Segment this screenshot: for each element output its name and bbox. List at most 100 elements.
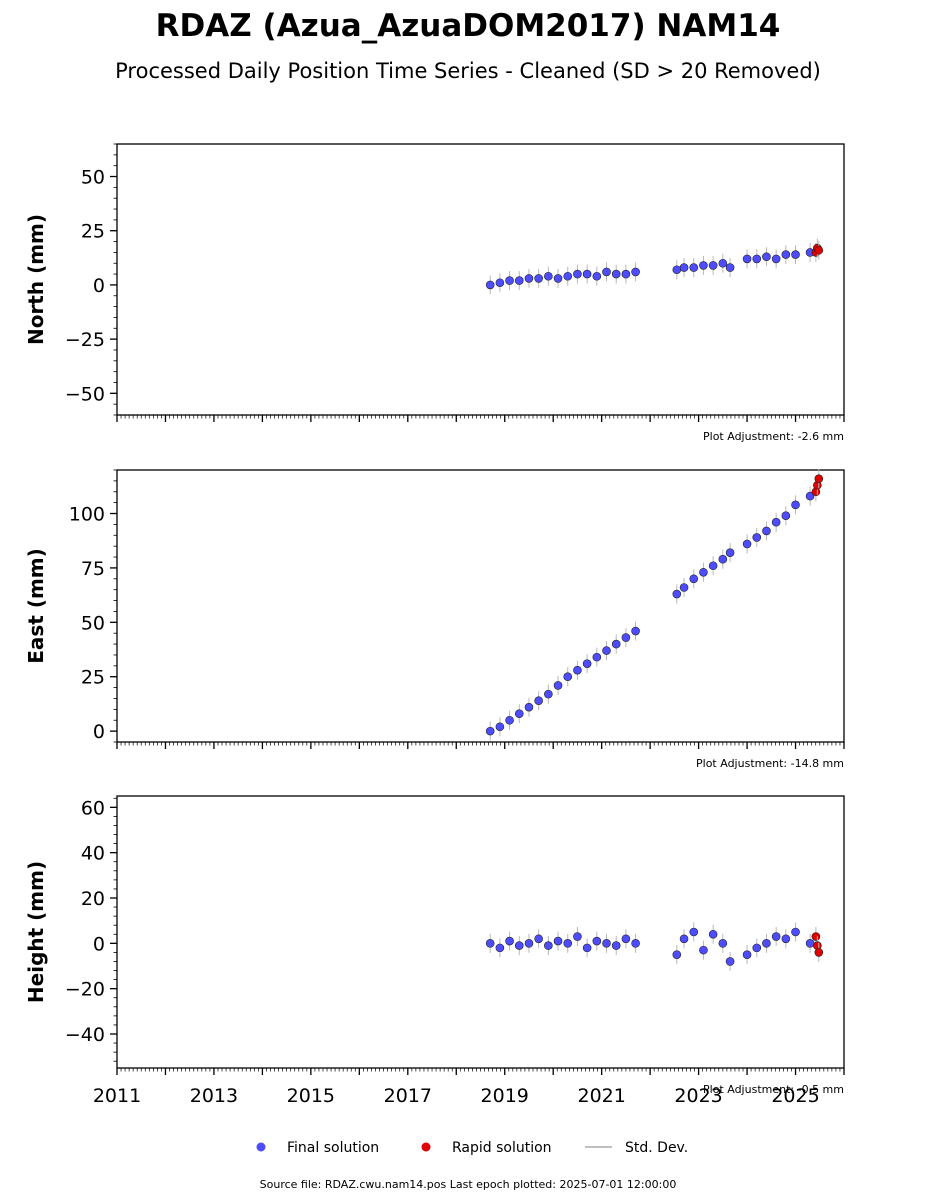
east-final-point [514, 709, 524, 719]
height-final-point [621, 934, 631, 944]
north-final-point [573, 269, 582, 279]
height-xtick-label: 2023 [674, 1085, 722, 1107]
east-ytick-label: 50 [81, 612, 105, 634]
north-final-point [534, 274, 543, 283]
east-final-point [544, 689, 553, 699]
north-final-point [708, 261, 718, 270]
north-final-point [563, 271, 573, 281]
height-final-point [742, 950, 752, 959]
height-rapid-point [811, 932, 821, 941]
height-ytick-label: 20 [81, 888, 105, 910]
east-final-point [602, 646, 611, 655]
east-final-point [771, 517, 781, 527]
height-final-point [602, 939, 611, 948]
east-final-point [495, 722, 505, 732]
height-final-point [718, 939, 728, 948]
east-final-point [621, 633, 631, 642]
height-final-point [679, 934, 689, 944]
height-plot-frame [116, 795, 845, 1069]
legend-final-marker [256, 1142, 266, 1152]
east-final-point [718, 554, 728, 564]
north-final-point [679, 263, 689, 272]
north-final-point [602, 267, 611, 277]
height-xtick-label: 2017 [384, 1085, 432, 1107]
height-ytick-label: 40 [81, 843, 105, 865]
east-final-point [699, 567, 708, 577]
east-final-point [631, 626, 640, 636]
north-final-point [505, 276, 514, 285]
east-final-point [725, 548, 735, 557]
north-rapid-point [814, 245, 824, 255]
east-final-point [505, 715, 514, 725]
north-final-point [718, 258, 728, 268]
north-plot-frame [116, 143, 845, 416]
east-ytick-label: 0 [93, 721, 105, 743]
height-xtick-label: 2015 [287, 1085, 335, 1107]
height-final-point [485, 939, 495, 948]
north-final-point [781, 250, 791, 259]
height-xtick-label: 2021 [577, 1085, 625, 1107]
height-final-point [573, 932, 582, 941]
east-final-point [708, 561, 718, 571]
height-final-point [505, 936, 514, 946]
north-final-point [762, 252, 771, 262]
legend: Final solution Rapid solution Std. Dev. [256, 1140, 688, 1156]
height-final-point [563, 939, 573, 948]
height-final-point [611, 941, 621, 950]
chart-title: RDAZ (Azua_AzuaDOM2017) NAM14 [156, 8, 781, 44]
height-ylabel: Height (mm) [24, 861, 48, 1003]
east-plot-frame [116, 469, 845, 743]
north-panel: −50 −25 0 25 50 North (mm) Plot Adjustment: -2… [24, 143, 845, 443]
height-final-point [752, 943, 762, 953]
height-final-point [699, 945, 708, 955]
height-ytick-label: 60 [81, 797, 105, 819]
east-panel: 0 25 50 75 100 East (mm) Plot Adjustment: -14.… [24, 469, 845, 770]
height-panel: −40 −20 0 20 40 60 2011 2013 2015 2017 2019 2021 202… [24, 795, 845, 1107]
height-final-point [544, 941, 553, 950]
east-final-point [689, 574, 699, 584]
east-final-point [534, 696, 543, 705]
chart-subtitle: Processed Daily Position Time Series - C… [115, 59, 821, 83]
source-note: Source file: RDAZ.cwu.nam14.pos Last epo… [260, 1178, 677, 1191]
height-ytick-label: −20 [65, 979, 105, 1001]
north-final-point [771, 254, 781, 264]
legend-rapid-marker [421, 1142, 431, 1152]
north-final-point [742, 254, 752, 264]
north-final-point [514, 276, 524, 285]
north-final-point [621, 269, 631, 279]
height-xtick-label: 2013 [190, 1085, 238, 1107]
height-final-point [689, 927, 699, 937]
height-xtick-label: 2025 [771, 1085, 819, 1107]
legend-stddev-label: Std. Dev. [625, 1140, 688, 1156]
north-final-point [672, 265, 682, 275]
height-ytick-label: 0 [93, 933, 105, 955]
height-ytick-label: −40 [65, 1024, 105, 1046]
height-final-point [495, 943, 505, 953]
height-final-point [514, 941, 524, 950]
north-ylabel: North (mm) [24, 214, 48, 345]
east-final-point [672, 589, 682, 599]
height-final-point [771, 932, 781, 941]
east-final-point [781, 511, 791, 520]
east-final-point [573, 665, 582, 675]
north-final-point [544, 271, 553, 281]
height-final-point [805, 939, 815, 948]
north-final-point [485, 280, 495, 290]
north-plot-adjustment: Plot Adjustment: -2.6 mm [703, 430, 844, 443]
height-final-point [524, 939, 534, 948]
height-plot-adjustment: Plot Adjustment: -0.5 mm [703, 1083, 844, 1096]
east-ylabel: East (mm) [24, 548, 48, 664]
height-final-point [672, 950, 682, 959]
height-final-point [534, 934, 543, 944]
north-final-point [592, 271, 602, 281]
north-ytick-label: 50 [81, 167, 105, 189]
height-final-point [791, 927, 800, 937]
north-final-point [791, 250, 800, 259]
height-final-point [708, 929, 718, 939]
height-final-point [762, 939, 771, 948]
height-final-point [781, 934, 791, 944]
east-final-point [592, 652, 602, 662]
height-final-point [592, 936, 602, 946]
east-final-point [553, 681, 563, 690]
